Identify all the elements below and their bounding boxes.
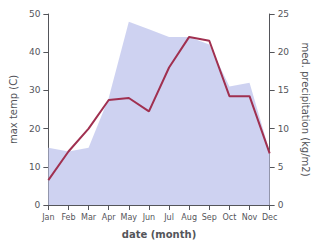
svg-text:10: 10 (29, 162, 41, 172)
svg-text:Sep: Sep (202, 213, 217, 222)
svg-text:Nov: Nov (242, 213, 258, 222)
svg-text:15: 15 (278, 85, 289, 95)
svg-text:0: 0 (35, 200, 41, 210)
svg-text:Jan: Jan (41, 213, 54, 222)
svg-text:0: 0 (278, 200, 284, 210)
svg-text:Jun: Jun (142, 213, 156, 222)
svg-text:med. precipitation (kg/m2): med. precipitation (kg/m2) (300, 42, 311, 176)
svg-text:max temp (C): max temp (C) (8, 75, 19, 144)
svg-text:Oct: Oct (222, 213, 236, 222)
svg-text:Jul: Jul (163, 213, 174, 222)
svg-text:May: May (121, 213, 138, 222)
svg-text:25: 25 (278, 9, 289, 19)
svg-text:Mar: Mar (81, 213, 97, 222)
svg-text:5: 5 (278, 162, 284, 172)
svg-text:50: 50 (29, 9, 41, 19)
svg-text:date (month): date (month) (122, 229, 196, 240)
svg-text:Apr: Apr (102, 213, 117, 222)
svg-text:10: 10 (278, 124, 290, 134)
svg-text:40: 40 (29, 47, 41, 57)
svg-text:30: 30 (29, 85, 41, 95)
svg-text:20: 20 (29, 124, 41, 134)
svg-text:20: 20 (278, 47, 290, 57)
svg-text:Aug: Aug (181, 213, 197, 222)
svg-text:Dec: Dec (262, 213, 277, 222)
svg-text:Feb: Feb (61, 213, 75, 222)
